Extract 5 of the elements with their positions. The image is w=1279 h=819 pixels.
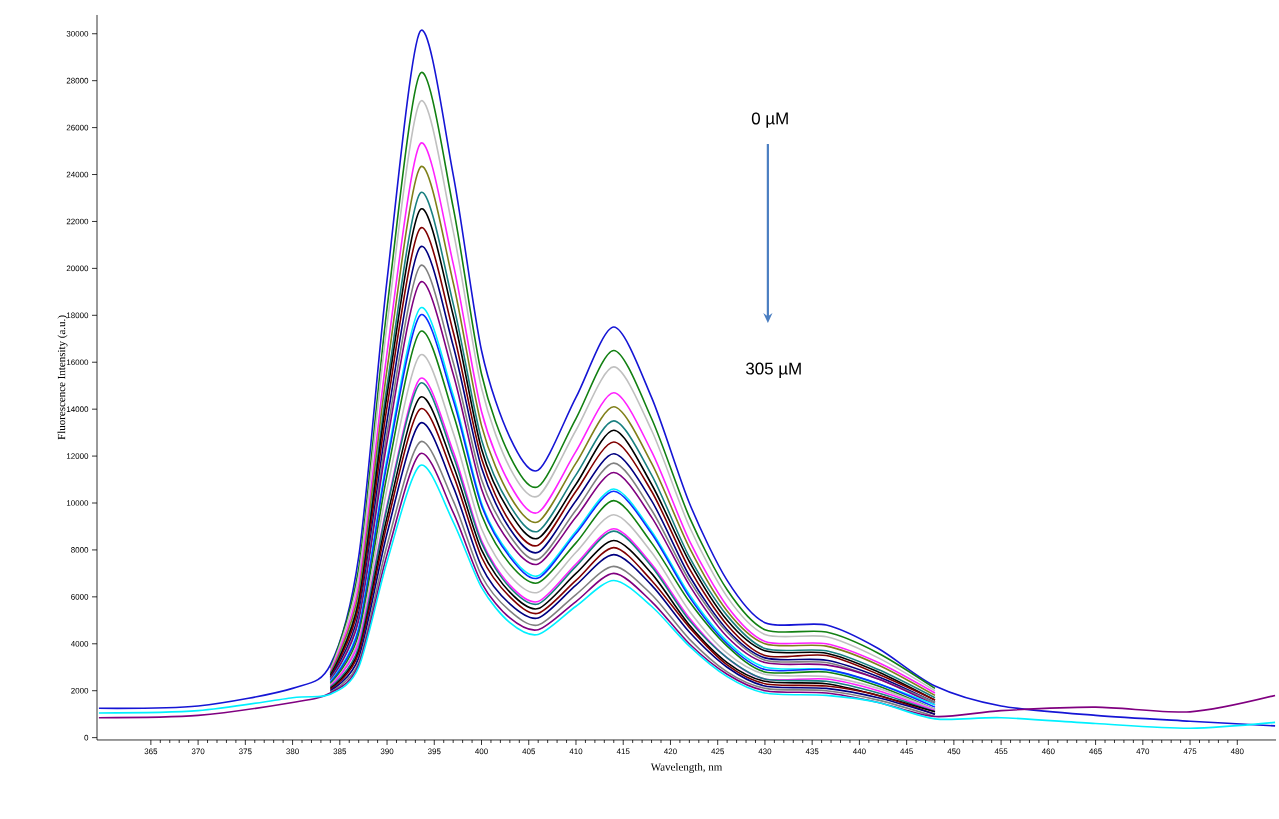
line-series (98, 30, 1276, 727)
annotation: 305 µM (745, 362, 801, 378)
y-axis-title: Fluorescence Intensity (a.u.) (57, 315, 68, 440)
x-axis-title: Wavelength, nm (650, 763, 723, 773)
annotation: 0 µM (751, 112, 788, 128)
